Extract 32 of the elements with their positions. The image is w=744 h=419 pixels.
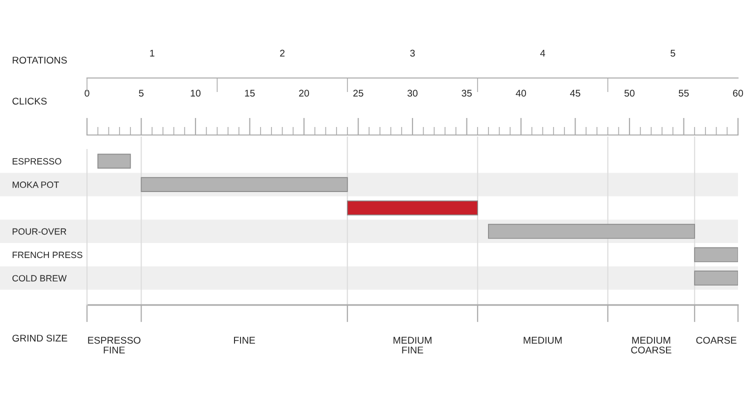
x-tick-label: 55 — [678, 90, 689, 97]
x2-tick-label: 4 — [540, 50, 546, 57]
text: GRIND SIZE — [12, 334, 68, 342]
text: MEDIUM COARSE — [631, 336, 672, 354]
text: ESPRESSO FINE — [88, 336, 140, 354]
x-tick-label: 5 — [138, 90, 144, 97]
x2-tick-label: 1 — [150, 50, 154, 57]
x2-tick-label: 3 — [410, 50, 415, 57]
x-tick-label: 15 — [245, 90, 255, 97]
text: COARSE — [696, 336, 736, 344]
y-tick-label: MOKA POT — [12, 182, 59, 188]
y-tick-label: POUR-OVER — [12, 228, 66, 235]
x-tick-label: 10 — [190, 90, 201, 97]
x2-tick-label: 5 — [670, 50, 676, 57]
text: MEDIUM FINE — [394, 336, 432, 354]
x-tick-label: 50 — [624, 90, 635, 97]
x-tick-label: 40 — [516, 90, 526, 97]
x-tick-label: 20 — [299, 90, 310, 97]
y-tick-label: ESPRESSO — [12, 158, 62, 165]
x-tick-label: 35 — [462, 90, 472, 97]
x-tick-label: 45 — [570, 90, 580, 97]
y-tick-label: FRENCH PRESS — [12, 252, 82, 258]
x2-axis-title: ROTATIONS — [12, 56, 67, 64]
x2-tick-label: 2 — [280, 50, 285, 57]
x-tick-label: 25 — [353, 90, 364, 97]
y-tick-label: COLD BREW — [12, 275, 67, 282]
text: MEDIUM — [524, 336, 562, 344]
x-tick-label: 60 — [733, 90, 744, 97]
text: FINE — [234, 336, 255, 344]
x-tick-label: 30 — [407, 90, 418, 97]
x-tick-label: 0 — [84, 90, 90, 97]
x-axis-title: CLICKS — [12, 98, 47, 105]
